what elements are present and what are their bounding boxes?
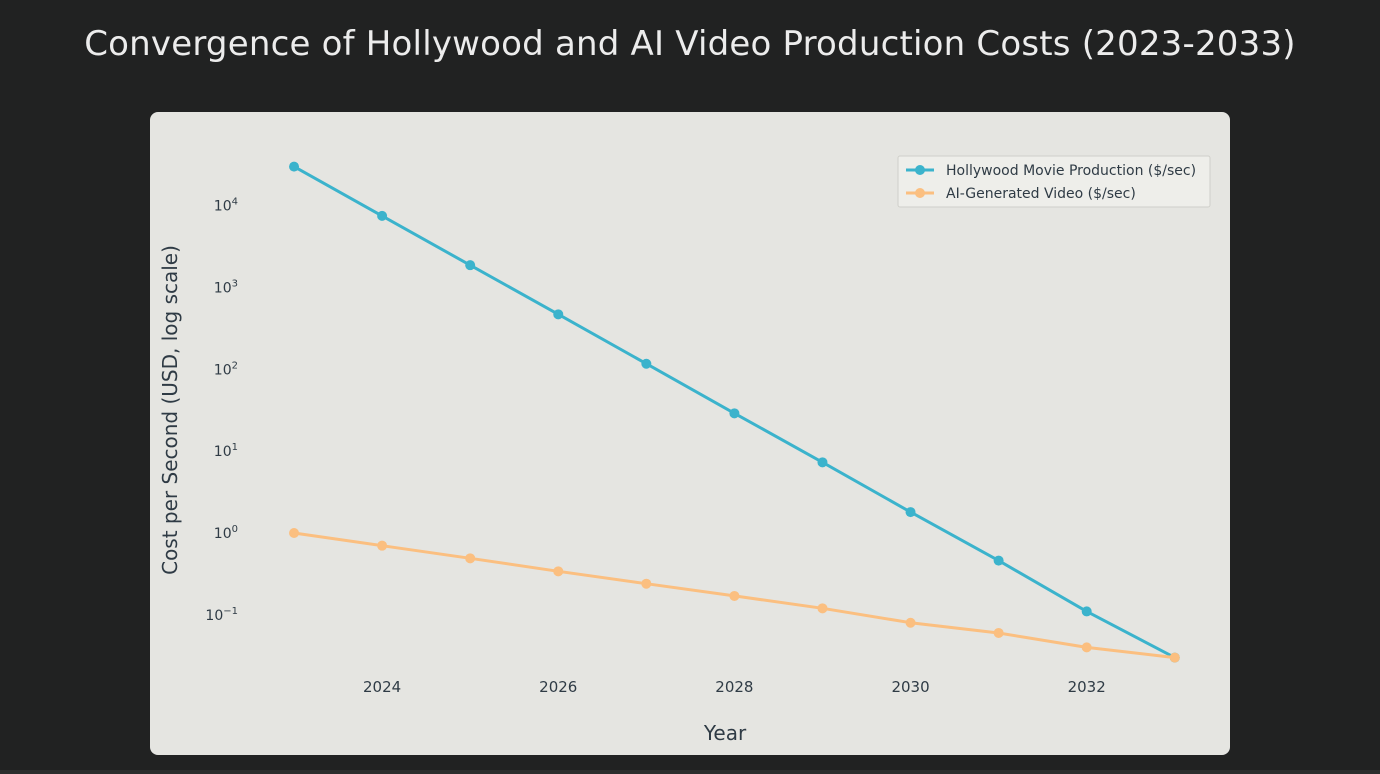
data-point-series-2 — [1081, 642, 1092, 653]
data-point-series-2 — [729, 590, 740, 601]
x-tick-label: 2032 — [1068, 678, 1106, 696]
legend: Hollywood Movie Production ($/sec) AI-Gen… — [897, 155, 1211, 208]
chart-title: Convergence of Hollywood and AI Video Pr… — [84, 24, 1296, 64]
y-tick-label: 103 — [214, 278, 238, 296]
chart-svg: 2024 2026 2028 2030 2032 10−1 100 101 102 103 104 Y… — [158, 155, 1211, 745]
data-point-series-2 — [641, 578, 652, 589]
data-point-series-1 — [993, 555, 1004, 566]
data-point-series-2 — [1169, 652, 1180, 663]
data-point-series-1 — [905, 507, 916, 518]
legend-box — [897, 155, 1211, 208]
data-point-series-1 — [817, 457, 828, 468]
y-tick-label: 102 — [214, 360, 238, 378]
legend-label-2: AI-Generated Video ($/sec) — [946, 186, 1136, 202]
legend-marker-1 — [915, 165, 925, 175]
x-tick-label: 2026 — [539, 678, 577, 696]
x-tick-label: 2024 — [363, 678, 401, 696]
y-tick-label: 100 — [214, 524, 238, 542]
data-point-series-2 — [553, 566, 564, 577]
data-point-series-1 — [641, 358, 652, 369]
data-point-series-2 — [905, 617, 916, 628]
x-tick-label: 2030 — [891, 678, 929, 696]
data-point-series-1 — [377, 210, 388, 221]
bottom-edge — [0, 770, 1380, 774]
data-point-series-2 — [377, 540, 388, 551]
data-point-series-1 — [465, 260, 476, 271]
x-axis-label: Year — [703, 721, 747, 745]
legend-label-1: Hollywood Movie Production ($/sec) — [946, 163, 1196, 179]
data-point-series-2 — [289, 527, 300, 538]
data-point-series-2 — [817, 603, 828, 614]
data-point-series-2 — [993, 627, 1004, 638]
legend-marker-2 — [915, 188, 925, 198]
y-tick-label: 104 — [214, 197, 238, 215]
data-point-series-1 — [553, 309, 564, 320]
data-point-series-2 — [465, 553, 476, 564]
chart-panel: 2024 2026 2028 2030 2032 10−1 100 101 102 103 104 Y… — [150, 112, 1230, 755]
y-tick-label: 10−1 — [205, 606, 238, 624]
y-axis-label: Cost per Second (USD, log scale) — [158, 245, 182, 575]
x-tick-label: 2028 — [715, 678, 753, 696]
data-point-series-1 — [729, 408, 740, 419]
data-point-series-1 — [289, 161, 300, 172]
y-tick-label: 101 — [214, 442, 238, 460]
data-point-series-1 — [1081, 606, 1092, 617]
